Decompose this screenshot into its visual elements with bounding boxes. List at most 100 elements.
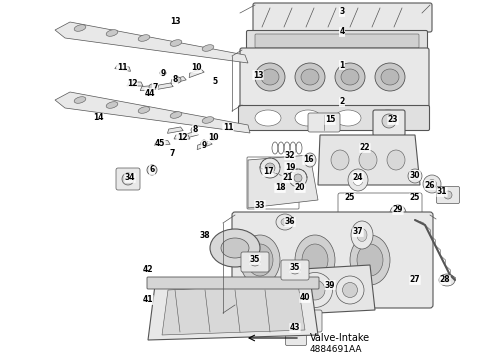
Polygon shape [171,77,186,84]
Text: 33: 33 [255,201,265,210]
Ellipse shape [336,276,364,304]
FancyBboxPatch shape [241,252,269,272]
Ellipse shape [250,258,260,266]
FancyBboxPatch shape [437,186,460,203]
FancyBboxPatch shape [296,310,322,332]
Text: 16: 16 [303,156,313,165]
Ellipse shape [343,283,358,297]
Circle shape [210,135,216,141]
Text: 9: 9 [201,140,207,149]
Text: 41: 41 [143,296,153,305]
FancyBboxPatch shape [308,113,340,132]
Circle shape [444,191,452,199]
Ellipse shape [381,69,399,85]
Ellipse shape [289,169,307,187]
Text: 4884691AA: 4884691AA [310,346,363,355]
Text: 10: 10 [208,134,218,143]
Ellipse shape [407,274,423,286]
Ellipse shape [305,280,325,300]
Text: 44: 44 [145,89,155,98]
Ellipse shape [251,168,265,182]
Text: 20: 20 [295,184,305,193]
Ellipse shape [375,110,401,126]
Text: 12: 12 [127,80,137,89]
Ellipse shape [304,316,314,326]
FancyBboxPatch shape [286,328,307,346]
Text: 17: 17 [263,167,273,176]
Text: 25: 25 [410,194,420,202]
FancyBboxPatch shape [232,212,433,308]
Polygon shape [55,92,250,133]
Polygon shape [127,82,143,86]
Text: 4: 4 [340,27,344,36]
Ellipse shape [202,117,214,123]
Ellipse shape [138,35,150,41]
Text: 37: 37 [353,228,363,237]
Ellipse shape [240,235,280,285]
FancyBboxPatch shape [239,105,430,130]
Ellipse shape [394,209,402,217]
Text: 8: 8 [192,126,197,135]
Circle shape [175,77,181,83]
Ellipse shape [357,229,367,242]
Polygon shape [162,284,305,335]
Polygon shape [140,85,156,91]
Polygon shape [197,141,212,150]
Circle shape [122,173,134,185]
Text: 38: 38 [200,230,210,239]
Text: 39: 39 [325,280,335,289]
Ellipse shape [359,150,377,170]
Ellipse shape [74,97,86,103]
Ellipse shape [295,235,335,285]
Ellipse shape [439,274,455,286]
Text: 12: 12 [177,132,187,141]
Ellipse shape [261,69,279,85]
Text: 10: 10 [191,63,201,72]
Text: 9: 9 [160,68,166,77]
Ellipse shape [353,175,363,185]
Ellipse shape [106,102,118,108]
Ellipse shape [351,221,373,249]
Text: 21: 21 [283,174,293,183]
FancyBboxPatch shape [246,31,427,51]
Ellipse shape [74,25,86,31]
Text: 36: 36 [285,217,295,226]
Ellipse shape [254,171,262,179]
Text: 30: 30 [410,171,420,180]
Ellipse shape [412,172,418,180]
Polygon shape [148,278,318,340]
Ellipse shape [302,244,328,276]
Polygon shape [55,22,248,63]
Polygon shape [115,65,130,71]
FancyBboxPatch shape [281,260,309,280]
Circle shape [160,70,166,76]
Circle shape [191,127,197,133]
Ellipse shape [412,278,418,283]
Circle shape [201,140,207,146]
Text: 13: 13 [253,71,263,80]
Ellipse shape [297,273,333,307]
Circle shape [194,65,200,71]
Ellipse shape [357,244,383,276]
Ellipse shape [348,169,368,191]
Ellipse shape [202,45,214,51]
Text: 3: 3 [340,8,344,17]
Text: 35: 35 [250,256,260,265]
Text: 13: 13 [170,18,180,27]
Text: 32: 32 [285,150,295,159]
Ellipse shape [106,30,118,36]
Ellipse shape [247,244,273,276]
Ellipse shape [255,63,285,91]
Ellipse shape [301,69,319,85]
Text: 6: 6 [149,166,155,175]
Ellipse shape [255,110,281,126]
Ellipse shape [390,205,406,221]
Ellipse shape [382,114,396,128]
Polygon shape [154,140,170,146]
Text: 28: 28 [440,275,450,284]
Text: 27: 27 [410,275,420,284]
Polygon shape [174,135,190,139]
Text: 1: 1 [340,60,344,69]
Text: 2: 2 [340,98,344,107]
Text: 45: 45 [155,139,165,148]
